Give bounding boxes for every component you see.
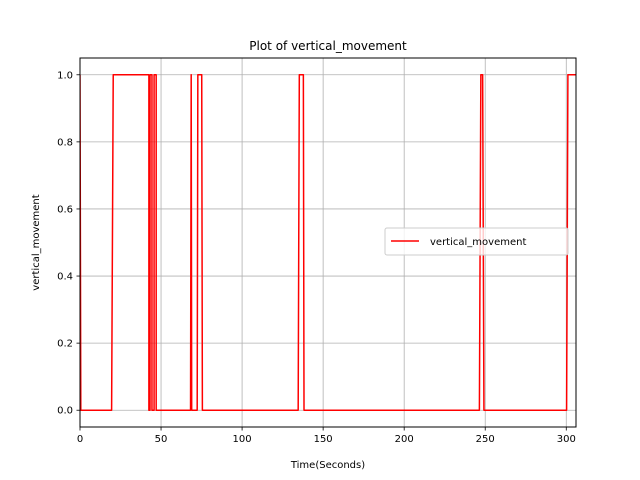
x-tick-label: 100 — [233, 434, 252, 445]
legend-label-vertical-movement: vertical_movement — [430, 237, 526, 248]
x-tick-label: 0 — [77, 434, 83, 445]
x-axis: 0 50 100 150 200 250 300 — [77, 427, 576, 445]
y-tick-label: 0.8 — [57, 137, 73, 148]
x-tick-label: 300 — [557, 434, 576, 445]
legend: vertical_movement — [384, 227, 569, 256]
y-axis: 0.0 0.2 0.4 0.6 0.8 1.0 — [57, 70, 80, 417]
x-tick-label: 150 — [314, 434, 333, 445]
series-layer — [80, 74, 576, 411]
y-tick-label: 0.2 — [57, 339, 73, 350]
y-tick-label: 0.6 — [57, 204, 73, 215]
plot-frame — [79, 57, 577, 428]
legend-box — [384, 227, 569, 256]
x-tick-label: 250 — [476, 434, 495, 445]
x-tick-label: 50 — [155, 434, 168, 445]
x-axis-label: Time(Seconds) — [290, 460, 365, 471]
y-tick-label: 0.4 — [57, 272, 73, 283]
y-tick-label: 0.0 — [57, 406, 73, 417]
series-line-vertical-movement — [80, 74, 576, 411]
y-axis-label: vertical_movement — [31, 194, 42, 290]
x-tick-label: 200 — [395, 434, 414, 445]
y-tick-label: 1.0 — [57, 70, 73, 81]
chart-title: Plot of vertical_movement — [249, 39, 407, 53]
